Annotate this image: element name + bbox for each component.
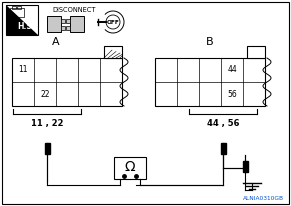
Bar (47, 16, 61, 32)
Text: 56: 56 (227, 89, 237, 98)
Text: 11 , 22: 11 , 22 (31, 119, 63, 128)
Bar (6, 5, 38, 35)
Bar (66, 19, 70, 23)
Bar (61, 26, 65, 30)
Text: ALNIA0310GB: ALNIA0310GB (243, 196, 284, 201)
Text: 44 , 56: 44 , 56 (207, 119, 239, 128)
Text: 22: 22 (40, 89, 50, 98)
Bar (45, 143, 50, 154)
Text: H.S.: H.S. (17, 22, 35, 31)
Bar (70, 16, 84, 32)
Text: 44: 44 (227, 66, 237, 75)
Bar (61, 19, 65, 23)
Text: OFF: OFF (107, 20, 119, 25)
Bar (243, 161, 248, 172)
Bar (12, 6, 16, 9)
Bar (104, 46, 122, 58)
Bar (66, 26, 70, 30)
Text: DISCONNECT: DISCONNECT (52, 7, 95, 13)
Bar (17, 6, 21, 9)
Bar (114, 157, 146, 179)
Text: Ω: Ω (125, 160, 135, 174)
Text: B: B (206, 37, 214, 47)
Circle shape (106, 15, 120, 29)
Bar (12, 58, 122, 106)
Bar (247, 46, 265, 58)
Bar (10, 8, 24, 17)
Text: 11: 11 (18, 66, 28, 75)
Polygon shape (6, 5, 38, 35)
Bar (155, 58, 265, 106)
Bar (221, 143, 226, 154)
Text: A: A (52, 37, 60, 47)
